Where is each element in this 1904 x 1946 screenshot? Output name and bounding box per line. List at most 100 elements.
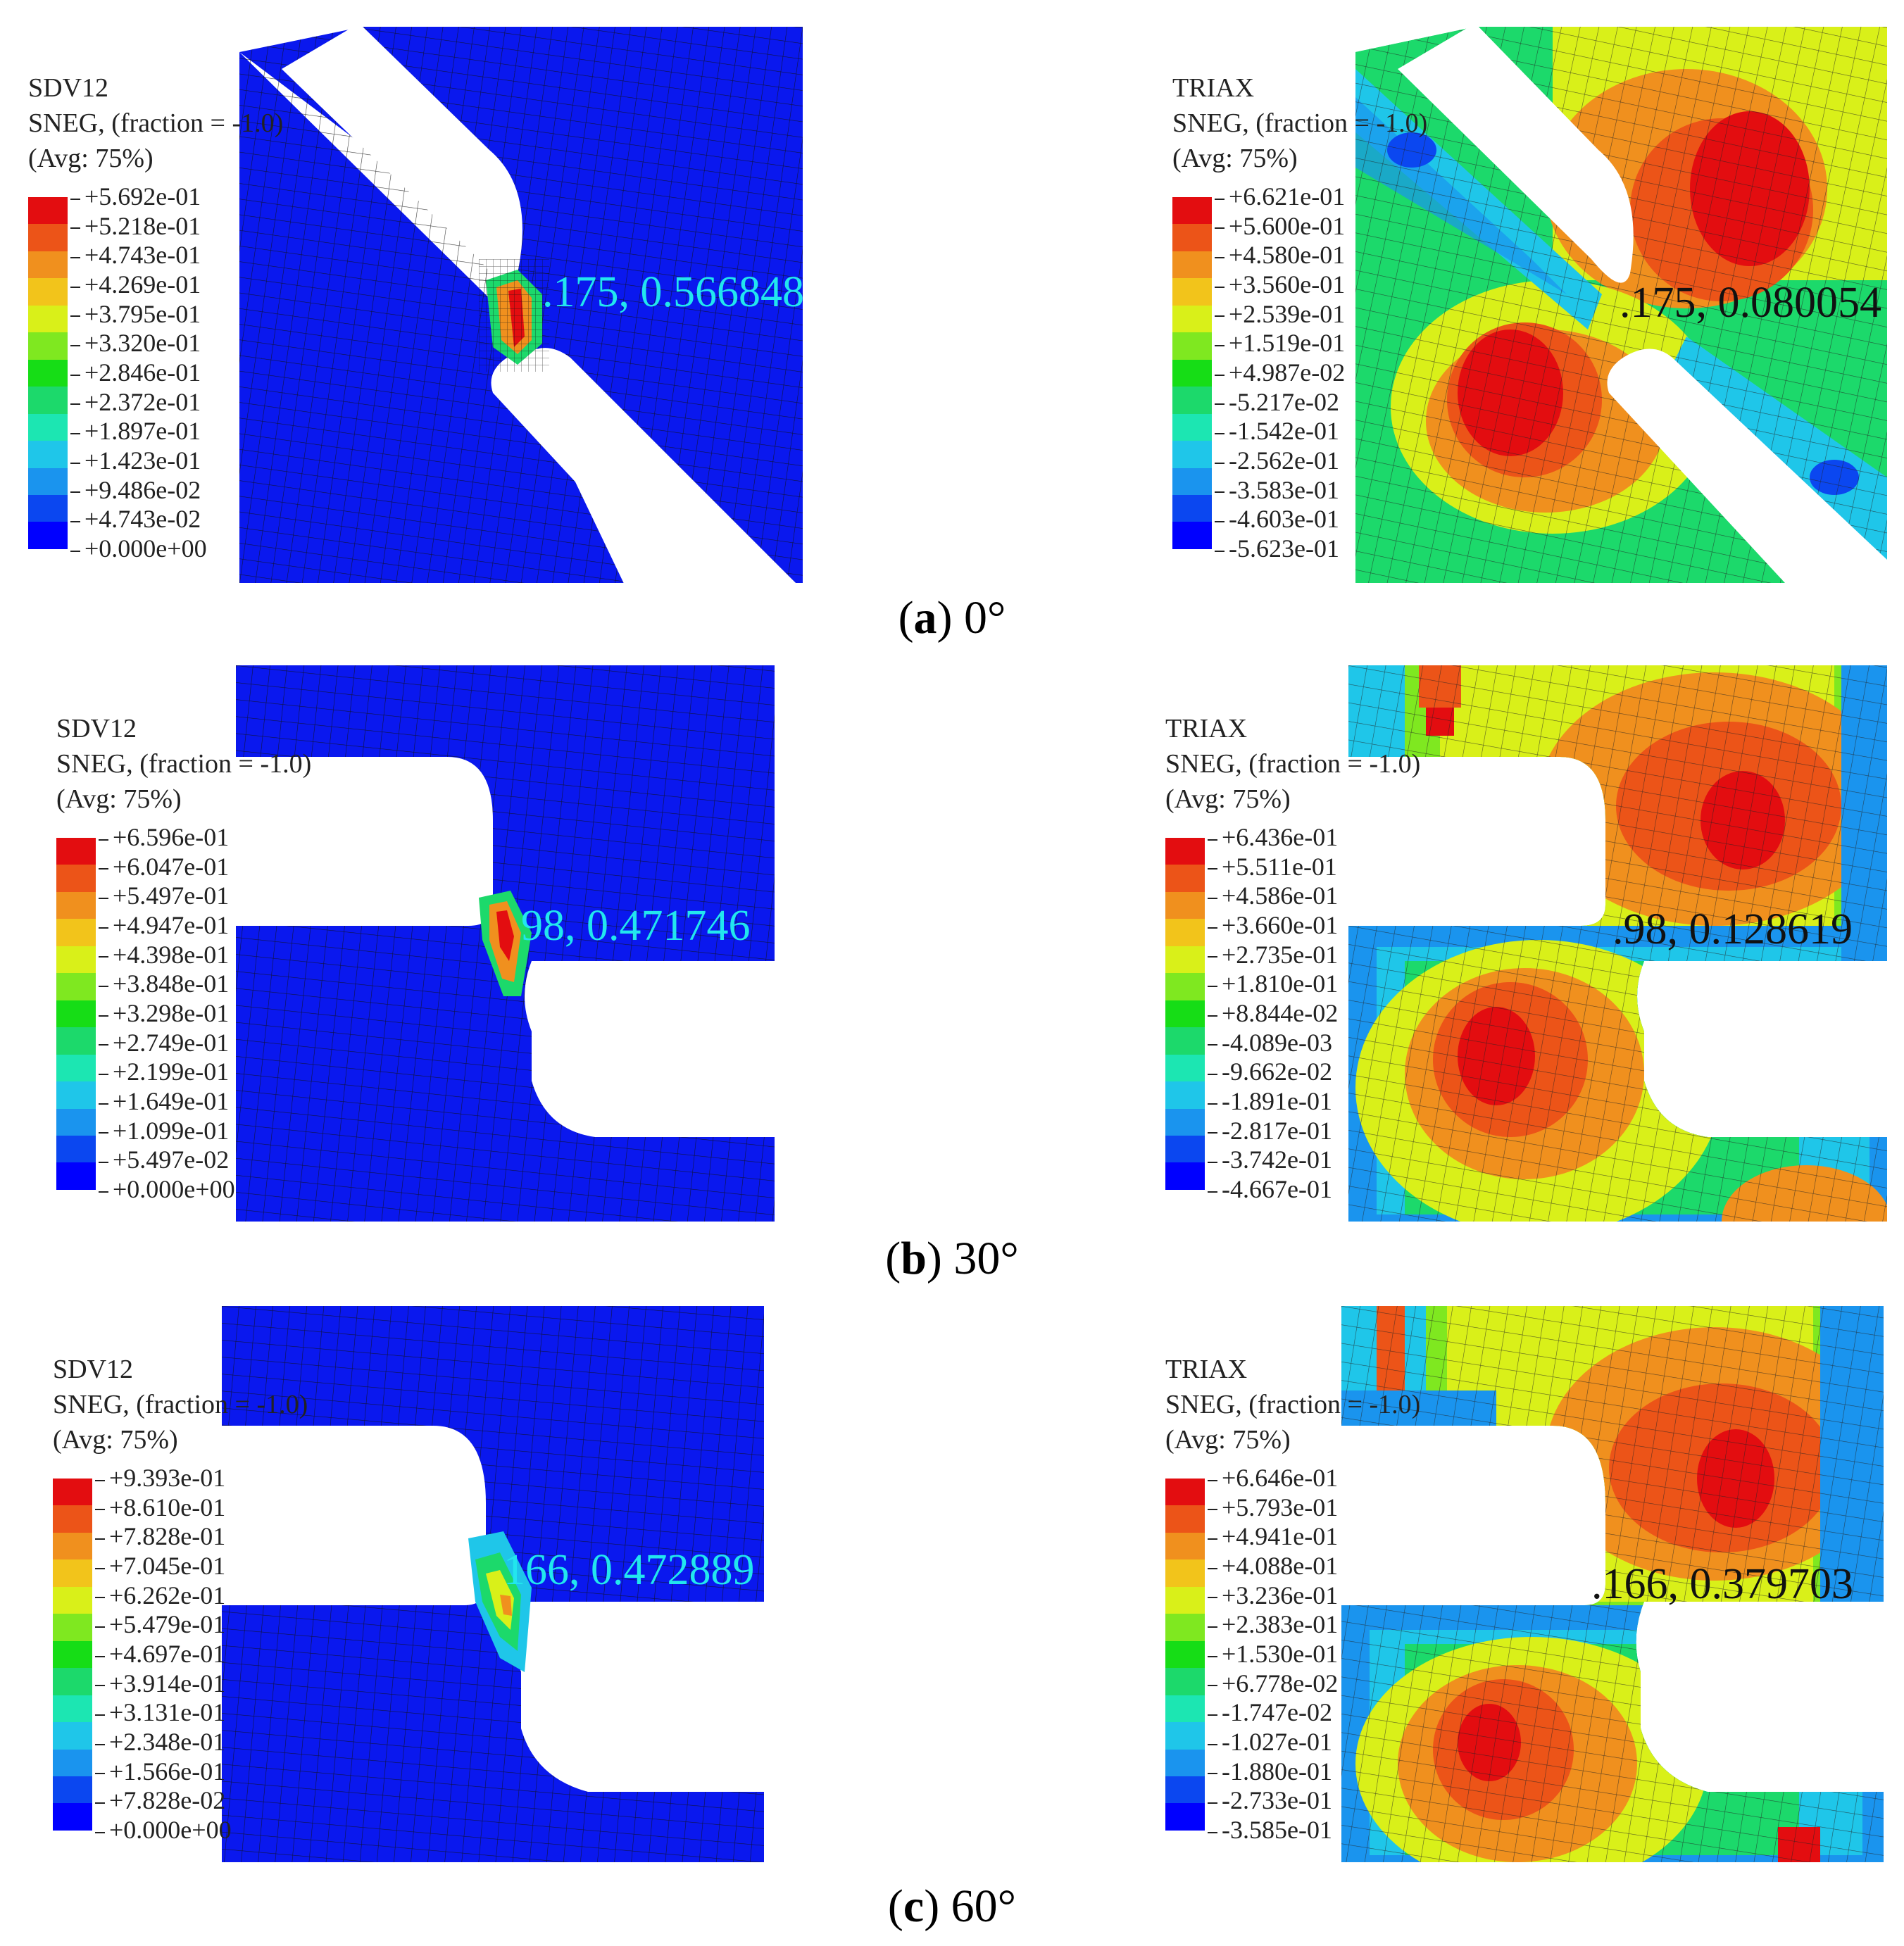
legend-swatch bbox=[53, 1803, 92, 1831]
legend-colorbar bbox=[1165, 838, 1205, 1190]
legend-value: +3.795e-01 bbox=[70, 299, 201, 329]
legend-averaging: (Avg: 75%) bbox=[1172, 144, 1298, 173]
legend-swatch bbox=[1172, 413, 1212, 441]
legend-variable: TRIAX bbox=[1172, 73, 1255, 103]
legend-averaging: (Avg: 75%) bbox=[53, 1425, 178, 1455]
legend-swatch bbox=[56, 838, 96, 865]
legend-swatch bbox=[56, 919, 96, 946]
legend-value: -3.583e-01 bbox=[1215, 475, 1339, 505]
legend-swatch bbox=[1172, 197, 1212, 225]
panel-a: SDV12 SNEG, (fraction = -1.0) (Avg: 75%)… bbox=[0, 0, 1904, 648]
legend-colorbar bbox=[1172, 197, 1212, 549]
legend-swatch bbox=[28, 305, 68, 333]
legend-value: -1.891e-01 bbox=[1208, 1086, 1332, 1116]
legend-swatch bbox=[1172, 387, 1212, 414]
legend-variable: TRIAX bbox=[1165, 1355, 1248, 1384]
legend-swatch bbox=[28, 197, 68, 225]
legend-swatch bbox=[56, 1135, 96, 1163]
legend-value: +1.519e-01 bbox=[1215, 328, 1345, 358]
legend-colorbar bbox=[1165, 1479, 1205, 1831]
legend-swatch bbox=[56, 891, 96, 919]
probe-label-triax-a: .175, 0.080054 bbox=[1620, 279, 1881, 327]
probe-label-triax-c: .166, 0.379703 bbox=[1591, 1560, 1853, 1608]
legend-swatch bbox=[1165, 1559, 1205, 1587]
legend-swatch bbox=[1165, 1614, 1205, 1641]
legend-value: +9.393e-01 bbox=[95, 1463, 225, 1493]
legend-swatch bbox=[1165, 1668, 1205, 1695]
legend-value: +7.828e-01 bbox=[95, 1521, 225, 1551]
legend-value: +2.348e-01 bbox=[95, 1727, 225, 1757]
contour-plot-triax-b bbox=[1348, 665, 1887, 1222]
legend-swatch bbox=[28, 494, 68, 522]
legend-value: +1.099e-01 bbox=[99, 1116, 229, 1145]
legend-swatch bbox=[1165, 1054, 1205, 1082]
legend-swatch bbox=[53, 1586, 92, 1614]
legend-swatch bbox=[1172, 224, 1212, 251]
legend-value: +3.131e-01 bbox=[95, 1697, 225, 1727]
legend-swatch bbox=[1165, 1803, 1205, 1831]
legend-value: +1.530e-01 bbox=[1208, 1639, 1338, 1669]
legend-value: +4.987e-02 bbox=[1215, 358, 1345, 387]
contour-plot-sdv12-a bbox=[239, 27, 803, 583]
legend-swatch bbox=[28, 359, 68, 387]
legend-value: +6.047e-01 bbox=[99, 852, 229, 881]
caption-a: (a) 0° bbox=[898, 592, 1006, 644]
panel-c: SDV12 SNEG, (fraction = -1.0) (Avg: 75%)… bbox=[0, 1295, 1904, 1946]
legend-swatch bbox=[1172, 332, 1212, 360]
legend-swatch bbox=[53, 1479, 92, 1506]
legend-variable: SDV12 bbox=[28, 73, 109, 103]
legend-value: +3.848e-01 bbox=[99, 969, 229, 998]
legend-swatch bbox=[53, 1722, 92, 1750]
legend-value: -4.667e-01 bbox=[1208, 1174, 1332, 1204]
legend-value: +5.692e-01 bbox=[70, 182, 201, 211]
legend-swatch bbox=[1165, 1776, 1205, 1804]
legend-sdv12-c: SDV12 SNEG, (fraction = -1.0) (Avg: 75%)… bbox=[53, 1352, 308, 1859]
contour-plot-triax-c bbox=[1341, 1306, 1884, 1862]
legend-sdv12-b: SDV12 SNEG, (fraction = -1.0) (Avg: 75%)… bbox=[56, 711, 311, 1218]
legend-swatch bbox=[1165, 1749, 1205, 1776]
legend-value: +0.000e+00 bbox=[70, 534, 207, 563]
legend-swatch bbox=[1165, 1108, 1205, 1136]
legend-value: +4.743e-01 bbox=[70, 240, 201, 270]
legend-swatch bbox=[1165, 1027, 1205, 1055]
legend-step-info: SNEG, (fraction = -1.0) bbox=[53, 1390, 308, 1419]
legend-value: +6.646e-01 bbox=[1208, 1463, 1338, 1493]
legend-swatch bbox=[1165, 1640, 1205, 1669]
legend-swatch bbox=[28, 467, 68, 495]
legend-value: -1.880e-01 bbox=[1208, 1757, 1332, 1786]
legend-averaging: (Avg: 75%) bbox=[28, 144, 154, 173]
legend-swatch bbox=[56, 1027, 96, 1055]
legend-value: +1.649e-01 bbox=[99, 1086, 229, 1116]
contour-plot-sdv12-c bbox=[222, 1306, 764, 1862]
legend-value: -1.747e-02 bbox=[1208, 1697, 1332, 1727]
legend-value: +5.511e-01 bbox=[1208, 852, 1337, 881]
legend-swatch bbox=[1172, 251, 1212, 279]
legend-swatch bbox=[1165, 946, 1205, 974]
legend-swatch bbox=[28, 441, 68, 468]
legend-swatch bbox=[28, 278, 68, 306]
legend-value: -3.585e-01 bbox=[1208, 1815, 1332, 1845]
legend-value: +2.539e-01 bbox=[1215, 299, 1345, 329]
legend-value: -9.662e-02 bbox=[1208, 1057, 1332, 1086]
legend-averaging: (Avg: 75%) bbox=[56, 784, 182, 814]
legend-swatch bbox=[1165, 1586, 1205, 1614]
legend-value: +5.479e-01 bbox=[95, 1609, 225, 1639]
legend-colorbar bbox=[53, 1479, 92, 1831]
legend-swatch bbox=[56, 1162, 96, 1190]
legend-value: +7.045e-01 bbox=[95, 1551, 225, 1581]
caption-letter: b bbox=[901, 1233, 927, 1284]
legend-swatch bbox=[28, 332, 68, 360]
legend-swatch bbox=[1165, 1135, 1205, 1163]
legend-value: +8.844e-02 bbox=[1208, 998, 1338, 1028]
legend-value: -1.027e-01 bbox=[1208, 1727, 1332, 1757]
legend-averaging: (Avg: 75%) bbox=[1165, 1425, 1291, 1455]
legend-swatch bbox=[28, 413, 68, 441]
legend-swatch bbox=[56, 865, 96, 892]
legend-swatch bbox=[53, 1695, 92, 1723]
legend-swatch bbox=[1165, 973, 1205, 1000]
legend-value: +5.793e-01 bbox=[1208, 1493, 1338, 1522]
caption-b: (b) 30° bbox=[885, 1233, 1019, 1284]
legend-triax-a: TRIAX SNEG, (fraction = -1.0) (Avg: 75%)… bbox=[1172, 70, 1427, 563]
legend-swatch bbox=[1172, 359, 1212, 387]
legend-value: +0.000e+00 bbox=[95, 1815, 232, 1845]
